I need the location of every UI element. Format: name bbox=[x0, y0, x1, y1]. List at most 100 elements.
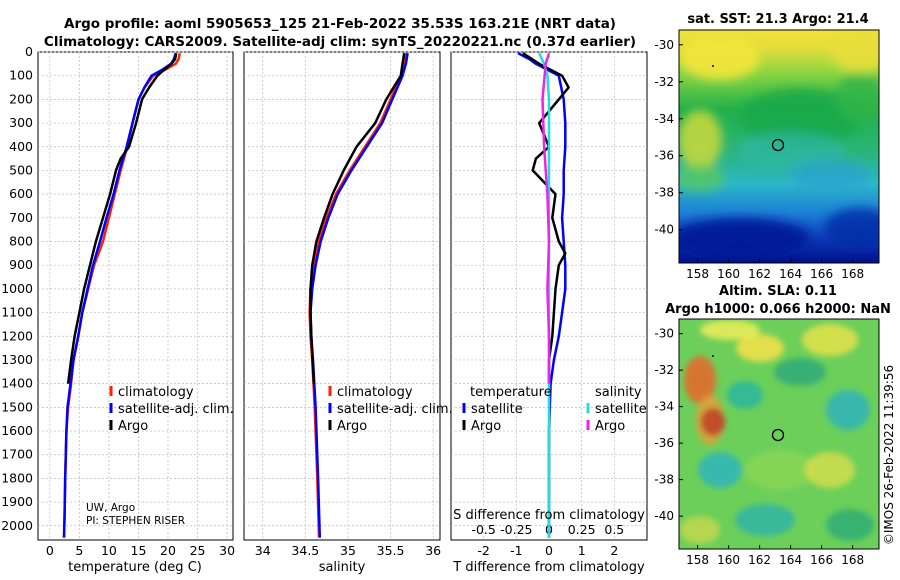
depth-tick-label: 800 bbox=[9, 234, 33, 249]
map-x-tick-label: 164 bbox=[779, 267, 802, 281]
depth-tick-label: 1000 bbox=[1, 281, 33, 296]
s-diff-tick-label: 0.5 bbox=[604, 522, 624, 537]
x-tick-label: 0 bbox=[545, 543, 553, 558]
legend-header-salinity: salinity bbox=[595, 385, 642, 400]
x-tick-label: 20 bbox=[160, 543, 176, 558]
series-line-satellite-adj-clim bbox=[62, 52, 177, 538]
depth-tick-label: 1200 bbox=[1, 328, 33, 343]
difference-lines bbox=[517, 52, 570, 538]
s-difference-xlabel: S difference from climatology bbox=[453, 508, 645, 523]
series-line-t-satellite bbox=[517, 52, 567, 538]
depth-tick-label: 1500 bbox=[1, 399, 33, 414]
sla-map: Altim. SLA: 0.11 Argo h1000: 0.066 h2000… bbox=[654, 284, 890, 567]
depth-tick-label: 1100 bbox=[1, 305, 33, 320]
x-tick-label: 25 bbox=[190, 543, 206, 558]
map-x-tick-label: 166 bbox=[810, 553, 833, 567]
salinity-axes bbox=[243, 51, 441, 541]
s-diff-tick-label: -0.5 bbox=[471, 522, 495, 537]
depth-tick-label: 100 bbox=[9, 68, 33, 83]
legend-label-t-argo: Argo bbox=[471, 419, 501, 434]
legend-label-satellite: satellite-adj. clim. bbox=[337, 402, 453, 417]
x-tick-label: 35 bbox=[340, 543, 356, 558]
salinity-xlabel: salinity bbox=[319, 560, 366, 575]
sst-map-title: sat. SST: 21.3 Argo: 21.4 bbox=[687, 12, 868, 27]
x-tick-label: 34.5 bbox=[291, 543, 319, 558]
sla-map-title-1: Altim. SLA: 0.11 bbox=[719, 284, 837, 299]
temperature-xlabel: temperature (deg C) bbox=[68, 560, 202, 575]
x-tick-label: 34 bbox=[255, 543, 271, 558]
x-tick-label: -2 bbox=[477, 543, 489, 558]
depth-tick-label: 400 bbox=[9, 139, 33, 154]
x-tick-label: 2 bbox=[610, 543, 618, 558]
map-x-tick-label: 162 bbox=[748, 553, 771, 567]
sst-map-ticks: 158 160 162 164 166 168 -30 -32 -34 -36 -38 -40 bbox=[654, 38, 864, 281]
s-diff-tick-label: -0.25 bbox=[500, 522, 532, 537]
salinity-panel: 34 34.5 35 35.5 36 salinity climatology sate… bbox=[243, 51, 453, 575]
depth-tick-label: 1400 bbox=[1, 376, 33, 391]
series-line-argo bbox=[309, 53, 406, 384]
legend-label-satellite: satellite-adj. clim. bbox=[118, 402, 234, 417]
difference-panel: -2 -1 0 1 2 -0.5 -0.25 0 0.25 0.5 S difference f… bbox=[450, 51, 648, 575]
map-y-tick-label: -34 bbox=[654, 112, 674, 126]
temperature-lines bbox=[62, 52, 182, 538]
map-x-tick-label: 160 bbox=[717, 553, 740, 567]
t-difference-tick-labels: -2 -1 0 1 2 bbox=[477, 543, 618, 558]
series-line-argo bbox=[66, 52, 178, 384]
credit-line-2: PI: STEPHEN RISER bbox=[86, 515, 185, 527]
map-y-tick-label: -38 bbox=[654, 186, 674, 200]
legend-label-climatology: climatology bbox=[337, 385, 413, 400]
temperature-panel: 0100200300400500600700800900100011001200… bbox=[1, 44, 235, 575]
depth-tick-label: 1300 bbox=[1, 352, 33, 367]
map-y-tick-label: -38 bbox=[654, 473, 674, 487]
legend-label-s-satellite: satellite bbox=[595, 402, 647, 417]
map-y-tick-label: -40 bbox=[654, 223, 674, 237]
sla-dot-marker bbox=[712, 355, 714, 357]
x-tick-label: 15 bbox=[131, 543, 147, 558]
map-y-tick-label: -36 bbox=[654, 149, 674, 163]
depth-tick-label: 0 bbox=[25, 44, 33, 59]
x-tick-label: -1 bbox=[510, 543, 522, 558]
series-line-t-argo bbox=[522, 52, 570, 384]
map-x-tick-label: 162 bbox=[748, 267, 771, 281]
legend-label-climatology: climatology bbox=[118, 385, 194, 400]
salinity-tick-labels: 34 34.5 35 35.5 36 bbox=[255, 543, 441, 558]
legend-label-t-satellite: satellite bbox=[471, 402, 523, 417]
depth-tick-label: 1700 bbox=[1, 447, 33, 462]
sst-argo-marker bbox=[771, 138, 785, 152]
sla-map-frame bbox=[678, 318, 880, 550]
map-y-tick-label: -32 bbox=[654, 363, 674, 377]
sst-map-frame bbox=[678, 29, 880, 264]
depth-tick-label: 1800 bbox=[1, 470, 33, 485]
title-line-2: Climatology: CARS2009. Satellite-adj cli… bbox=[44, 34, 636, 50]
depth-tick-label: 200 bbox=[9, 91, 33, 106]
depth-tick-labels: 0 100 200 300 400 500 600 700 800 900 1000 1100 1200… bbox=[1, 44, 33, 533]
map-x-tick-label: 164 bbox=[779, 553, 802, 567]
sla-argo-marker bbox=[771, 428, 785, 442]
legend-header-temperature: temperature bbox=[470, 385, 552, 400]
map-x-tick-label: 168 bbox=[841, 553, 864, 567]
map-y-tick-label: -34 bbox=[654, 400, 674, 414]
s-diff-tick-label: 0.25 bbox=[568, 522, 596, 537]
depth-tick-label: 1900 bbox=[1, 494, 33, 509]
sst-map: sat. SST: 21.3 Argo: 21.4 158 160 162 164 16… bbox=[654, 12, 880, 281]
map-x-tick-label: 158 bbox=[686, 267, 709, 281]
x-tick-label: 10 bbox=[101, 543, 117, 558]
sst-dot-marker bbox=[712, 65, 714, 67]
temperature-legend: climatology satellite-adj. clim. Argo bbox=[109, 385, 234, 434]
map-x-tick-label: 166 bbox=[810, 267, 833, 281]
salinity-legend: climatology satellite-adj. clim. Argo bbox=[328, 385, 453, 434]
legend-label-s-argo: Argo bbox=[595, 419, 625, 434]
map-y-tick-label: -30 bbox=[654, 38, 674, 52]
map-y-tick-label: -40 bbox=[654, 509, 674, 523]
sst-field bbox=[679, 30, 879, 263]
map-x-tick-label: 158 bbox=[686, 553, 709, 567]
x-tick-label: 36 bbox=[425, 543, 441, 558]
legend-label-argo: Argo bbox=[337, 419, 367, 434]
credit-line-1: UW, Argo bbox=[86, 502, 135, 514]
series-line-s-argo bbox=[541, 52, 551, 384]
x-tick-label: 0 bbox=[46, 543, 54, 558]
map-y-tick-label: -32 bbox=[654, 75, 674, 89]
depth-tick-label: 700 bbox=[9, 210, 33, 225]
x-tick-label: 5 bbox=[75, 543, 83, 558]
